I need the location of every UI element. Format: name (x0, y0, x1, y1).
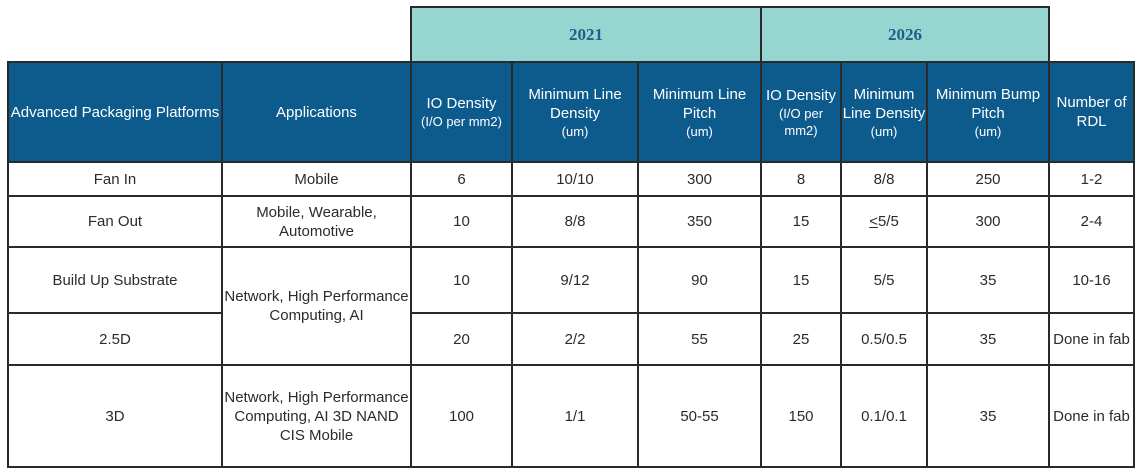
cell-min-line-pitch-2021: 300 (637, 161, 762, 197)
cell-min-line-density-2026: <5/5 (840, 195, 928, 248)
cell-min-line-density-2026: 0.1/0.1 (840, 364, 928, 468)
cell-platform: Fan In (7, 161, 223, 197)
cell-io-density-2026: 15 (760, 195, 842, 248)
year-2021-header: 2021 (410, 6, 762, 63)
year-header-row: 2021 2026 (8, 6, 1134, 63)
cell-io-density-2026: 25 (760, 312, 842, 366)
header-min-line-density-2021: Minimum Line Density (um) (511, 61, 639, 163)
packaging-roadmap-table: 2021 2026 Advanced Packaging Platforms A… (7, 6, 1135, 468)
cell-min-line-density-2026: 5/5 (840, 246, 928, 314)
header-unit: (um) (870, 123, 898, 139)
table-row: 3D Network, High Performance Computing, … (7, 364, 1135, 468)
cell-min-line-density-2021: 1/1 (511, 364, 639, 468)
table-row: Fan Out Mobile, Wearable, Automotive 10 … (7, 195, 1135, 248)
cell-number-of-rdl: 2-4 (1048, 195, 1135, 248)
table-row: Build Up Substrate Network, High Perform… (7, 246, 1135, 366)
cell-io-density-2021: 10 (410, 195, 513, 248)
header-unit: (um) (686, 123, 713, 139)
cell-io-density-2021: 100 (410, 364, 513, 468)
cell-io-density-2026: 8 (760, 161, 842, 197)
cell-min-line-pitch-2021: 50-55 (637, 364, 762, 468)
header-unit: (I/O per mm2) (421, 114, 502, 129)
cell-application: Network, High Performance Computing, AI (221, 246, 412, 366)
cell-platform: Build Up Substrate (7, 246, 223, 314)
cell-min-bump-pitch-2026: 35 (926, 246, 1050, 314)
header-min-line-pitch-2021: Minimum Line Pitch (um) (637, 61, 762, 163)
header-unit: (I/O per mm2) (778, 105, 824, 138)
header-io-density-2021: IO Density (I/O per mm2) (410, 61, 513, 163)
header-min-bump-pitch-2026: Minimum Bump Pitch (um) (926, 61, 1050, 163)
header-min-line-density-2026: Minimum Line Density (um) (840, 61, 928, 163)
cell-io-density-2021: 10 (410, 246, 513, 314)
cell-application: Network, High Performance Computing, AI … (221, 364, 412, 468)
cell-io-density-2026: 15 (760, 246, 842, 314)
cell-io-density-2021: 6 (410, 161, 513, 197)
header-number-of-rdl: Number of RDL (1048, 61, 1135, 163)
cell-min-line-density-2021: 8/8 (511, 195, 639, 248)
blank-corner-right (1049, 7, 1134, 62)
less-equal-symbol: < (869, 213, 878, 230)
cell-min-line-density-2021: 9/12 (511, 246, 639, 314)
cell-io-density-2021: 20 (410, 312, 513, 366)
header-unit: (um) (974, 123, 1002, 139)
cell-number-of-rdl: Done in fab (1048, 364, 1135, 468)
cell-number-of-rdl: 1-2 (1048, 161, 1135, 197)
cell-min-line-density-2021: 2/2 (511, 312, 639, 366)
cell-io-density-2026: 150 (760, 364, 842, 468)
cell-min-line-pitch-2021: 90 (637, 246, 762, 314)
cell-application: Mobile, Wearable, Automotive (221, 195, 412, 248)
header-platforms: Advanced Packaging Platforms (7, 61, 223, 163)
cell-min-bump-pitch-2026: 35 (926, 312, 1050, 366)
cell-min-line-pitch-2021: 350 (637, 195, 762, 248)
year-2026-header: 2026 (760, 6, 1050, 63)
cell-platform: 2.5D (7, 312, 223, 366)
header-io-density-2026: IO Density (I/O per mm2) (760, 61, 842, 163)
header-unit: (um) (561, 123, 589, 139)
cell-min-bump-pitch-2026: 300 (926, 195, 1050, 248)
cell-min-bump-pitch-2026: 250 (926, 161, 1050, 197)
table-row: 2.5D 20 2/2 55 25 0.5/0.5 35 Done in fab (7, 312, 1135, 366)
cell-min-bump-pitch-2026: 35 (926, 364, 1050, 468)
cell-min-line-density-2021: 10/10 (511, 161, 639, 197)
table-row: Fan In Mobile 6 10/10 300 8 8/8 250 1-2 (7, 161, 1135, 197)
header-applications: Applications (221, 61, 412, 163)
blank-corner (8, 7, 411, 62)
cell-number-of-rdl: 10-16 (1048, 246, 1135, 314)
column-header-row: Advanced Packaging Platforms Application… (7, 61, 1135, 163)
cell-min-line-density-2026: 0.5/0.5 (840, 312, 928, 366)
cell-min-line-pitch-2021: 55 (637, 312, 762, 366)
cell-platform: 3D (7, 364, 223, 468)
cell-min-line-density-2026: 8/8 (840, 161, 928, 197)
cell-application: Mobile (221, 161, 412, 197)
cell-platform: Fan Out (7, 195, 223, 248)
cell-number-of-rdl: Done in fab (1048, 312, 1135, 366)
